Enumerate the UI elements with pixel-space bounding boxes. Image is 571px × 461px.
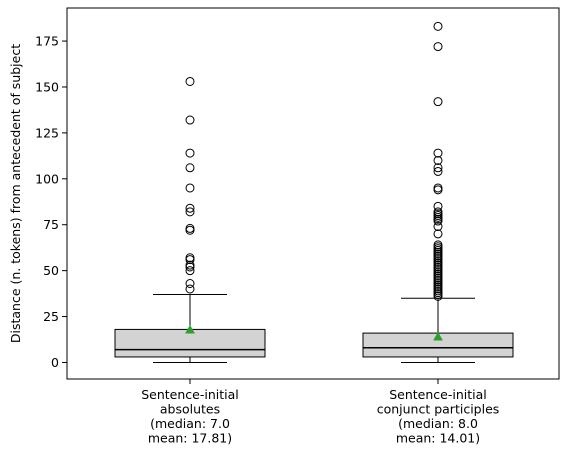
outlier-point: [185, 260, 195, 270]
y-tick-label: 175: [35, 34, 59, 49]
outlier-point: [185, 223, 195, 233]
outlier-point: [185, 76, 195, 86]
x-tick-label-line: mean: 14.01): [396, 431, 480, 446]
outlier-point: [185, 148, 195, 158]
x-tick-label-line: mean: 17.81): [148, 431, 232, 446]
outlier-point: [433, 229, 443, 239]
box-group: [362, 21, 514, 363]
outlier-point: [433, 207, 443, 217]
x-tick-label-line: conjunct participles: [377, 402, 500, 417]
y-tick-label: 25: [43, 309, 59, 324]
mean-marker: [433, 331, 443, 341]
outlier-point: [185, 183, 195, 193]
outlier-point: [185, 255, 195, 265]
outlier-point: [185, 278, 195, 288]
outlier-point: [433, 97, 443, 107]
outlier-point: [433, 148, 443, 158]
y-tick-label: 0: [51, 355, 59, 370]
outlier-point: [433, 183, 443, 193]
outlier-point: [433, 155, 443, 165]
y-tick-label: 100: [35, 171, 59, 186]
outlier-point: [185, 284, 195, 294]
x-tick-label-line: Sentence-initial: [141, 387, 239, 402]
y-tick-label: 50: [43, 263, 59, 278]
box-group: [114, 76, 266, 363]
y-tick-label: 75: [43, 217, 59, 232]
x-tick-label-line: Sentence-initial: [389, 387, 487, 402]
box: [114, 328, 266, 358]
outlier-point: [433, 201, 443, 211]
outlier-point: [185, 225, 195, 235]
outlier-point: [433, 222, 443, 232]
outlier-point: [433, 240, 443, 250]
y-axis: 0 25 50 75 100 125 150 175: [35, 34, 67, 370]
plot-frame: [66, 7, 560, 380]
outlier-point: [185, 253, 195, 263]
outlier-point: [185, 207, 195, 217]
outlier-point: [185, 266, 195, 276]
outlier-point: [433, 163, 443, 173]
x-tick-label: Sentence-initial conjunct participles (med…: [377, 387, 500, 446]
x-tick-label-line: (median: 7.0: [150, 416, 230, 431]
outlier-point: [433, 185, 443, 195]
x-axis: Sentence-initial absolutes (median: 7.0 mea…: [141, 379, 499, 446]
y-axis-label: Distance (n. tokens) from antecedent of …: [8, 44, 23, 343]
y-tick-label: 125: [35, 125, 59, 140]
outlier-point: [433, 21, 443, 31]
outlier-point: [185, 163, 195, 173]
outlier-point: [433, 42, 443, 52]
plot-area: [114, 21, 514, 363]
outlier-point: [185, 115, 195, 125]
x-tick-label: Sentence-initial absolutes (median: 7.0 mea…: [141, 387, 239, 446]
x-tick-label-line: (median: 8.0: [398, 416, 478, 431]
y-tick-label: 150: [35, 79, 59, 94]
x-tick-label-line: absolutes: [160, 402, 220, 417]
mean-marker: [185, 324, 195, 334]
outlier-point: [433, 166, 443, 176]
outlier-point: [185, 203, 195, 213]
